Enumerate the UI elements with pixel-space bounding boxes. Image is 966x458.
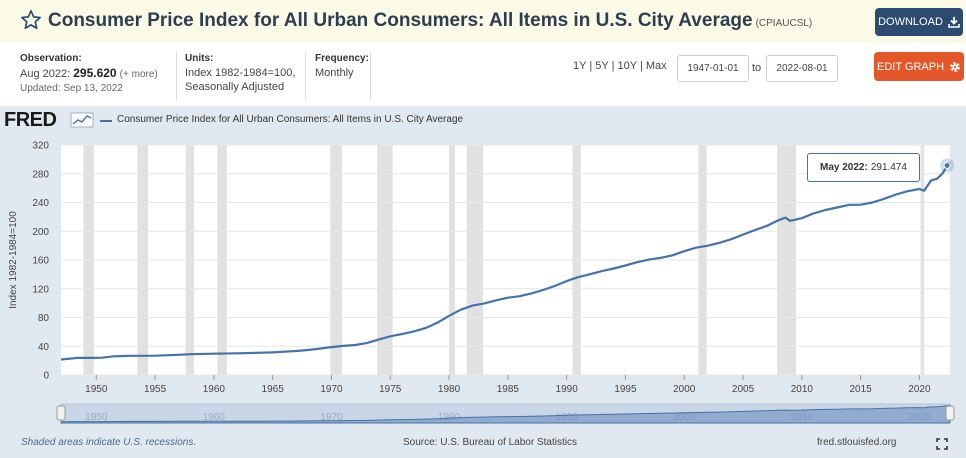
observation-label: Observation: [20,53,82,64]
y-tick-label: 40 [38,342,50,353]
x-tick-label: 1955 [144,384,167,395]
range-1y[interactable]: 1Y [573,60,587,72]
fred-logo: FRED [4,109,57,131]
fullscreen-icon[interactable] [936,438,948,450]
navigator-tick-label: 1970 [320,412,343,423]
units-label: Units: [185,53,214,64]
recession-note: Shaded areas indicate U.S. recessions. [21,437,197,448]
legend-label: Consumer Price Index for All Urban Consu… [117,114,464,125]
y-tick-label: 120 [32,284,49,295]
observation-block: Observation: Aug 2022: 295.620 (+ more) … [20,52,158,96]
navigator-tick-label: 1960 [203,412,226,423]
title-bar: Consumer Price Index for All Urban Consu… [0,0,966,43]
gear-icon [950,61,960,72]
range-separator: | [589,60,593,72]
legend-swatch [100,120,112,122]
navigator-tick-label: 1950 [85,412,108,423]
units-line-2: Seasonally Adjusted [185,81,285,93]
divider [176,52,177,100]
star-icon[interactable] [20,9,42,31]
data-tooltip: May 2022: 291.474 [807,153,920,182]
y-tick-label: 80 [38,313,50,324]
highlight-point[interactable] [943,162,951,170]
navigator-left-handle[interactable] [56,405,66,421]
download-button[interactable]: DOWNLOAD [875,8,963,36]
navigator-series-area [60,404,951,424]
download-label: DOWNLOAD [878,16,943,28]
x-tick-label: 1985 [497,384,520,395]
y-tick-label: 0 [43,371,49,382]
range-selector: 1Y | 5Y | 10Y | Max [573,60,667,72]
range-max[interactable]: Max [645,60,667,72]
end-date-input[interactable]: 2022-08-01 [766,55,838,82]
observation-value: 295.620 [73,66,117,80]
navigator-right-handle[interactable] [945,405,955,421]
units-block: Units: Index 1982-1984=100, Seasonally A… [185,52,295,94]
source-note: Source: U.S. Bureau of Labor Statistics [403,437,577,448]
x-tick-label: 2005 [732,384,755,395]
x-tick-label: 1960 [203,384,226,395]
to-label: to [752,62,762,74]
x-tick-label: 1990 [556,384,579,395]
x-tick-label: 2000 [673,384,696,395]
x-tick-label: 1965 [262,384,285,395]
divider [305,52,306,100]
y-tick-label: 280 [32,169,49,180]
tooltip-date: May 2022: [820,162,868,173]
cpi-series-line [60,161,951,361]
x-tick-label: 2015 [850,384,873,395]
range-10y[interactable]: 10Y [617,60,637,72]
y-tick-label: 160 [32,256,49,267]
observation-date: Aug 2022: [20,68,71,80]
edit-graph-button[interactable]: EDIT GRAPH [874,52,964,81]
series-title: Consumer Price Index for All Urban Consu… [48,10,753,31]
site-link[interactable]: fred.stlouisfed.org [817,437,897,448]
x-tick-label: 1970 [320,384,343,395]
x-tick-label: 1995 [614,384,637,395]
x-tick-label: 2020 [908,384,931,395]
range-separator: | [639,60,643,72]
units-line-1: Index 1982-1984=100, [185,67,296,79]
navigator-tick-label: 1980 [438,412,461,423]
frequency-value: Monthly [315,67,354,79]
x-tick-label: 1950 [85,384,108,395]
range-separator: | [611,60,615,72]
y-axis-label: Index 1982-1984=100 [8,211,19,309]
frequency-block: Frequency: Monthly [315,52,369,80]
fred-chart-icon [70,112,94,128]
edit-graph-label: EDIT GRAPH [876,60,945,73]
x-tick-label: 2010 [791,384,814,395]
tooltip-value: 291.474 [870,162,907,173]
range-5y[interactable]: 5Y [595,60,609,72]
y-tick-label: 320 [32,141,49,152]
x-tick-label: 1980 [438,384,461,395]
divider [370,52,371,100]
updated-date: Updated: Sep 13, 2022 [20,83,123,94]
start-date-input[interactable]: 1947-01-01 [677,55,749,82]
y-tick-label: 240 [32,198,49,209]
page-title: Consumer Price Index for All Urban Consu… [48,10,812,32]
frequency-label: Frequency: [315,53,369,64]
observation-more-link[interactable]: (+ more) [119,69,158,80]
y-tick-label: 200 [32,227,49,238]
series-code: (CPIAUCSL) [755,18,813,29]
x-tick-label: 1975 [379,384,402,395]
download-icon [948,17,960,28]
